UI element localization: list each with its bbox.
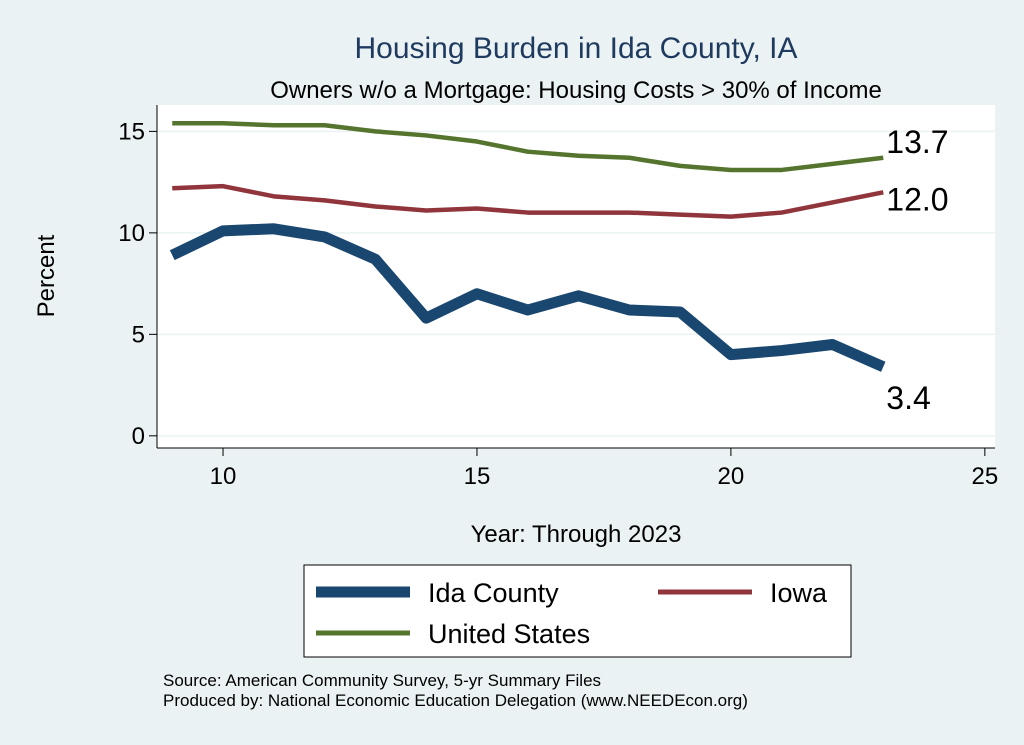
series-line-united-states bbox=[172, 121, 884, 173]
x-axis-label: Year: Through 2023 bbox=[471, 521, 682, 548]
legend-label-iowa: Iowa bbox=[770, 578, 828, 608]
legend-box bbox=[303, 564, 852, 658]
y-tick-label: 10 bbox=[118, 220, 145, 247]
end-label-ida-county: 3.4 bbox=[886, 380, 930, 416]
source-note: Source: American Community Survey, 5-yr … bbox=[163, 671, 602, 690]
x-tick-label: 10 bbox=[210, 463, 237, 490]
y-tick-label: 5 bbox=[132, 321, 145, 348]
chart-subtitle: Owners w/o a Mortgage: Housing Costs > 3… bbox=[270, 77, 882, 104]
y-tick-label: 0 bbox=[132, 423, 145, 450]
series-line-ida-county bbox=[169, 223, 886, 372]
legend: Ida County Iowa United States bbox=[316, 578, 828, 649]
x-tick-label: 15 bbox=[464, 463, 491, 490]
legend-label-ida-county: Ida County bbox=[428, 578, 559, 608]
chart-title: Housing Burden in Ida County, IA bbox=[354, 32, 797, 65]
producer-note: Produced by: National Economic Education… bbox=[163, 691, 748, 710]
axes-layer: 0 5 10 15 10 15 20 25 bbox=[118, 105, 998, 490]
series-line-iowa bbox=[172, 183, 884, 219]
legend-label-united-states: United States bbox=[428, 619, 590, 649]
x-tick-label: 25 bbox=[971, 463, 998, 490]
y-axis-label: Percent bbox=[33, 234, 60, 317]
end-labels: 3.4 12.0 13.7 bbox=[886, 124, 948, 416]
x-tick-label: 20 bbox=[718, 463, 745, 490]
end-label-united-states: 13.7 bbox=[886, 124, 948, 160]
end-label-iowa: 12.0 bbox=[886, 181, 948, 217]
y-tick-label: 15 bbox=[118, 118, 145, 145]
series-layer bbox=[169, 121, 886, 372]
